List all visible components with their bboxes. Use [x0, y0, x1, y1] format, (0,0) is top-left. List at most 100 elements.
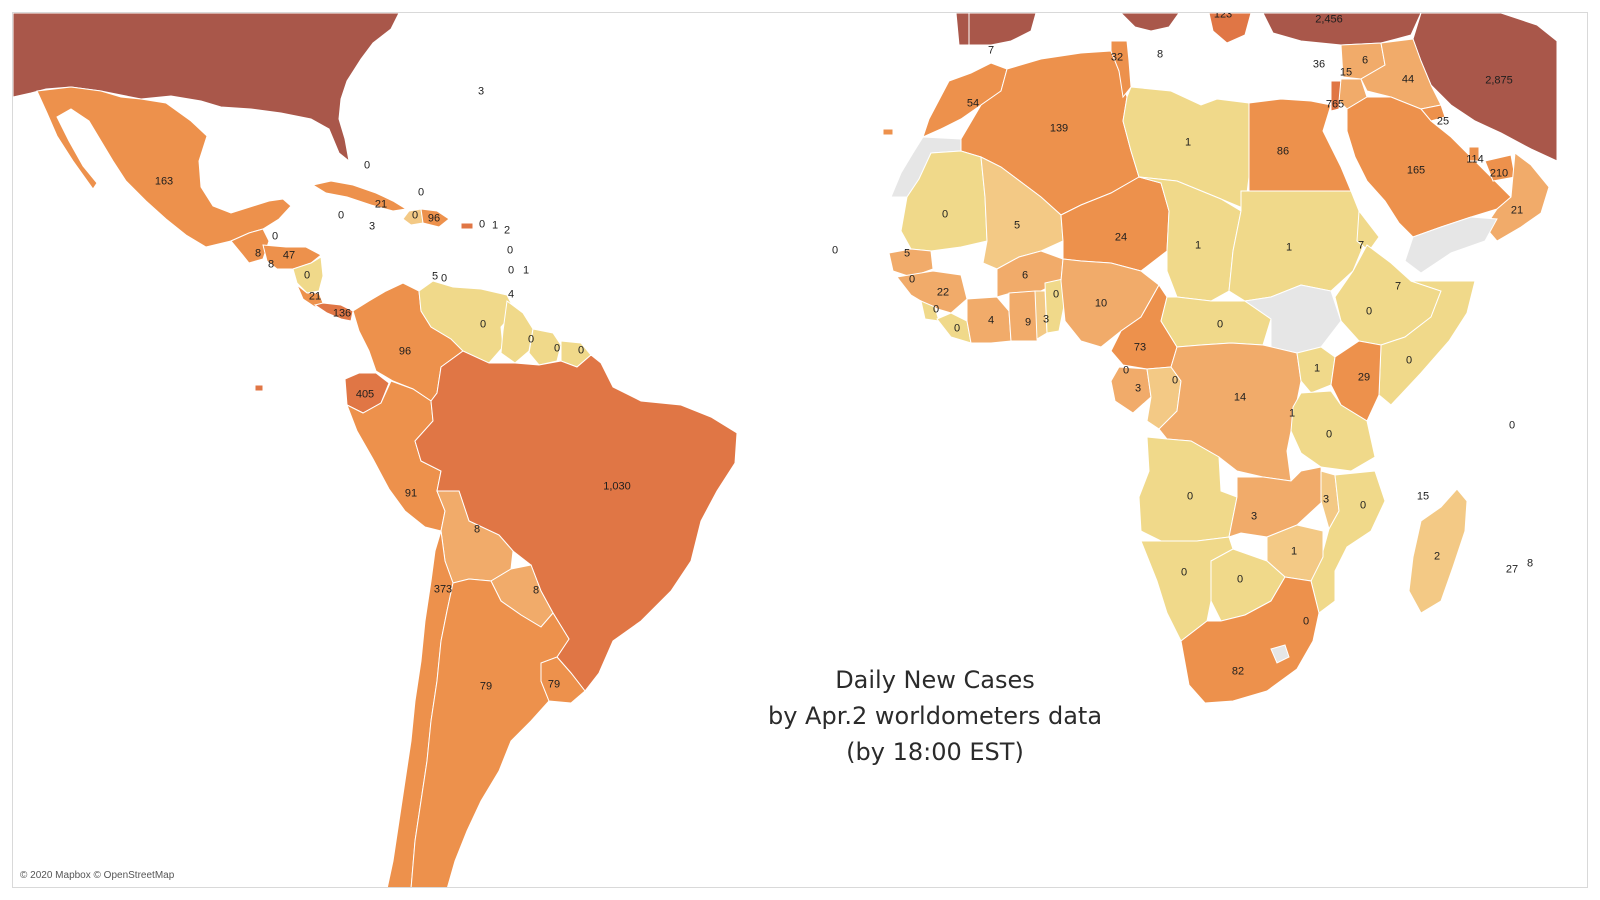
value-label: 21 — [374, 198, 388, 211]
value-label: 114 — [1466, 153, 1484, 166]
value-label: 0 — [1171, 374, 1179, 387]
value-label: 0 — [527, 333, 535, 346]
region-guyana[interactable] — [500, 300, 534, 364]
value-label: 32 — [1110, 51, 1124, 64]
value-label: 136 — [332, 307, 352, 320]
value-label: 0 — [1216, 318, 1224, 331]
value-label: 8 — [532, 584, 540, 597]
value-label: 4 — [507, 288, 515, 301]
choropleth-map[interactable] — [13, 13, 1588, 888]
value-label: 3 — [477, 85, 485, 98]
region-south-africa[interactable] — [1180, 576, 1320, 704]
region-argentina[interactable] — [410, 578, 570, 888]
value-label: 14 — [1233, 391, 1247, 404]
region-tanzania[interactable] — [1290, 390, 1376, 472]
map-title: Daily New Cases by Apr.2 worldometers da… — [735, 662, 1135, 770]
region-madagascar[interactable] — [1408, 488, 1468, 614]
value-label: 1 — [1288, 407, 1296, 420]
value-label: 0 — [479, 318, 487, 331]
value-label: 405 — [355, 388, 375, 401]
region-mexico[interactable] — [36, 86, 292, 248]
region-italy[interactable] — [1120, 13, 1180, 32]
region-cape-verde[interactable] — [882, 128, 894, 136]
region-qatar[interactable] — [1468, 146, 1480, 162]
value-label: 7 — [1394, 280, 1402, 293]
map-attribution[interactable]: © 2020 Mapbox © OpenStreetMap — [20, 870, 175, 881]
value-label: 6 — [1021, 269, 1029, 282]
value-label: 1 — [1285, 241, 1293, 254]
region-zambia[interactable] — [1228, 466, 1324, 538]
value-label: 0 — [303, 269, 311, 282]
region-haiti[interactable] — [402, 208, 424, 226]
region-south-sudan[interactable] — [1243, 284, 1342, 354]
map-frame[interactable]: 3 163 0 0 21 0 3 0 96 0 1 2 0 0 1 4 0 8 8 47 0 21 136 5 0 0 0 0 0 96 4… — [12, 12, 1588, 888]
region-suriname[interactable] — [528, 328, 562, 366]
value-label: 5 — [1013, 219, 1021, 232]
region-senegal[interactable] — [888, 248, 934, 278]
region-greece[interactable] — [1208, 13, 1252, 44]
value-label: 1 — [1184, 136, 1192, 149]
value-label: 8 — [267, 258, 275, 271]
region-dominican-republic[interactable] — [420, 208, 450, 228]
region-panama[interactable] — [313, 302, 354, 322]
region-lesotho[interactable] — [1270, 644, 1290, 664]
value-label: 0 — [1186, 490, 1194, 503]
value-label: 79 — [547, 678, 561, 691]
title-line-1: Daily New Cases — [835, 666, 1035, 694]
value-label: 25 — [1436, 115, 1450, 128]
value-label: 210 — [1489, 167, 1509, 180]
value-label: 0 — [1365, 305, 1373, 318]
value-label: 8 — [473, 523, 481, 536]
region-gabon[interactable] — [1110, 366, 1152, 414]
value-label: 5 — [903, 247, 911, 260]
value-label: 1 — [1194, 239, 1202, 252]
value-label: 8 — [1526, 557, 1534, 570]
region-portugal[interactable] — [955, 13, 970, 46]
value-label: 2,456 — [1315, 13, 1343, 26]
value-label: 0 — [507, 264, 515, 277]
value-label: 5 — [431, 270, 439, 283]
value-label: 21 — [308, 290, 322, 303]
region-israel[interactable] — [1330, 80, 1342, 112]
region-uruguay[interactable] — [540, 656, 586, 704]
value-label: 0 — [1325, 428, 1333, 441]
value-label: 10 — [1094, 297, 1108, 310]
value-label: 0 — [506, 244, 514, 257]
region-benin[interactable] — [1044, 278, 1066, 334]
value-label: 3 — [1250, 510, 1258, 523]
region-somalia[interactable] — [1378, 280, 1476, 406]
value-label: 0 — [1405, 354, 1413, 367]
title-line-2: by Apr.2 worldometers data — [767, 702, 1103, 730]
value-label: 1 — [1313, 362, 1321, 375]
region-egypt[interactable] — [1248, 98, 1352, 192]
value-label: 36 — [1312, 58, 1326, 71]
value-label: 96 — [398, 345, 412, 358]
value-label: 8 — [254, 247, 262, 260]
value-label: 0 — [953, 322, 961, 335]
value-label: 0 — [271, 230, 279, 243]
value-label: 0 — [478, 218, 486, 231]
region-cuba[interactable] — [311, 180, 408, 212]
value-label: 21 — [1510, 204, 1524, 217]
value-label: 765 — [1325, 98, 1345, 111]
value-label: 7 — [1357, 239, 1365, 252]
region-cote-divoire[interactable] — [966, 296, 1012, 344]
region-oman[interactable] — [1484, 152, 1550, 242]
region-kenya[interactable] — [1330, 340, 1382, 422]
value-label: 0 — [440, 272, 448, 285]
region-mozambique[interactable] — [1310, 470, 1386, 614]
value-label: 2 — [503, 224, 511, 237]
region-yemen[interactable] — [1404, 216, 1498, 274]
region-galapagos[interactable] — [254, 384, 264, 392]
value-label: 7 — [987, 44, 995, 57]
value-label: 0 — [831, 244, 839, 257]
value-label: 373 — [433, 583, 453, 596]
title-line-3: (by 18:00 EST) — [846, 738, 1024, 766]
region-guinea[interactable] — [896, 270, 968, 314]
region-spain[interactable] — [968, 13, 1037, 46]
value-label: 0 — [411, 209, 419, 222]
value-label: 96 — [427, 212, 441, 225]
region-puerto-rico[interactable] — [460, 222, 474, 230]
region-nicaragua[interactable] — [292, 256, 324, 294]
region-tunisia[interactable] — [1110, 40, 1132, 99]
